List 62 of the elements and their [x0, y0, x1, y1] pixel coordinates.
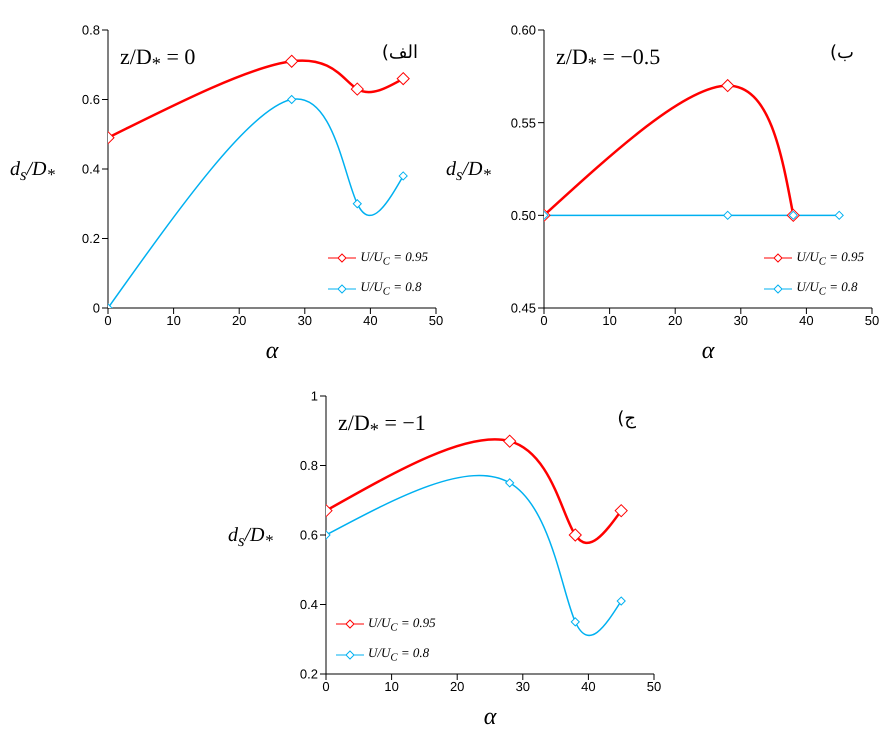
point	[505, 478, 514, 488]
x-tick-label: 30	[298, 313, 312, 328]
x-axis-title: α	[266, 338, 279, 364]
annotation: z/D$_{*}$ = −1	[338, 410, 426, 440]
x-tick-label: 10	[602, 313, 617, 328]
y-axis-title: d$_{s}$/D$_{*}$	[446, 158, 491, 185]
x-tick-label: 10	[384, 679, 399, 694]
y-tick-label: 0	[92, 300, 100, 316]
x-tick-label: 20	[668, 313, 682, 328]
x-tick-label: 40	[363, 313, 378, 328]
x-tick-label: 40	[581, 679, 596, 694]
y-tick-label: 0.2	[300, 666, 318, 682]
x-axis-title: α	[484, 704, 497, 730]
x-tick-label: 10	[166, 313, 181, 328]
x-tick-label: 0	[322, 679, 330, 694]
point	[503, 434, 516, 448]
point	[568, 528, 582, 542]
x-tick-label: 0	[104, 313, 112, 328]
y-tick-label: 0.8	[300, 458, 318, 474]
point	[287, 95, 296, 104]
point	[285, 54, 298, 68]
annotation: z/D$_{*}$ = 0	[120, 44, 196, 74]
point	[352, 199, 362, 208]
x-tick-label: 40	[799, 313, 814, 328]
point	[350, 82, 364, 96]
y-tick-label: 0.6	[300, 528, 318, 543]
annotation: الف)	[382, 42, 418, 63]
x-tick-label: 50	[864, 313, 880, 328]
x-tick-label: 50	[428, 313, 444, 328]
x-tick-label: 20	[450, 679, 464, 694]
legend-label: U/U$_{C}$ = 0.95	[368, 614, 436, 634]
legend-label: U/U$_{C}$ = 0.8	[368, 645, 430, 664]
y-tick-label: 0.6	[82, 92, 100, 108]
y-tick-label: 0.45	[510, 300, 536, 316]
annotation: z/D$_{*}$ = −0.5	[556, 44, 660, 74]
point	[398, 171, 408, 180]
y-axis-title: d$_{s}$/D$_{*}$	[10, 158, 55, 185]
x-tick-label: 20	[232, 313, 246, 328]
y-tick-label: 0.50	[510, 208, 536, 223]
x-tick-label: 30	[516, 679, 530, 694]
y-tick-label: 0.4	[82, 162, 100, 177]
y-tick-label: 0.2	[82, 231, 100, 246]
legend-label: U/U$_{C}$ = 0.8	[796, 279, 858, 298]
legend-label: U/U$_{C}$ = 0.95	[796, 248, 864, 268]
x-axis-title: α	[702, 338, 715, 364]
x-tick-label: 0	[540, 313, 548, 328]
legend-label: U/U$_{C}$ = 0.95	[360, 248, 428, 268]
y-tick-label: 0.60	[510, 22, 536, 38]
point	[616, 596, 626, 606]
y-tick-label: 0.8	[82, 22, 100, 38]
legend-label: U/U$_{C}$ = 0.8	[360, 279, 422, 298]
point	[614, 504, 628, 518]
annotation: ج)	[617, 408, 636, 429]
y-tick-label: 0.4	[300, 597, 318, 612]
point	[570, 617, 580, 626]
x-tick-label: 50	[646, 679, 662, 694]
annotation: ب)	[830, 42, 854, 63]
y-tick-label: 0.55	[510, 115, 536, 130]
y-axis-title: d$_{s}$/D$_{*}$	[228, 524, 273, 551]
x-tick-label: 30	[734, 313, 748, 328]
y-tick-label: 1	[310, 388, 318, 404]
point	[396, 72, 410, 86]
